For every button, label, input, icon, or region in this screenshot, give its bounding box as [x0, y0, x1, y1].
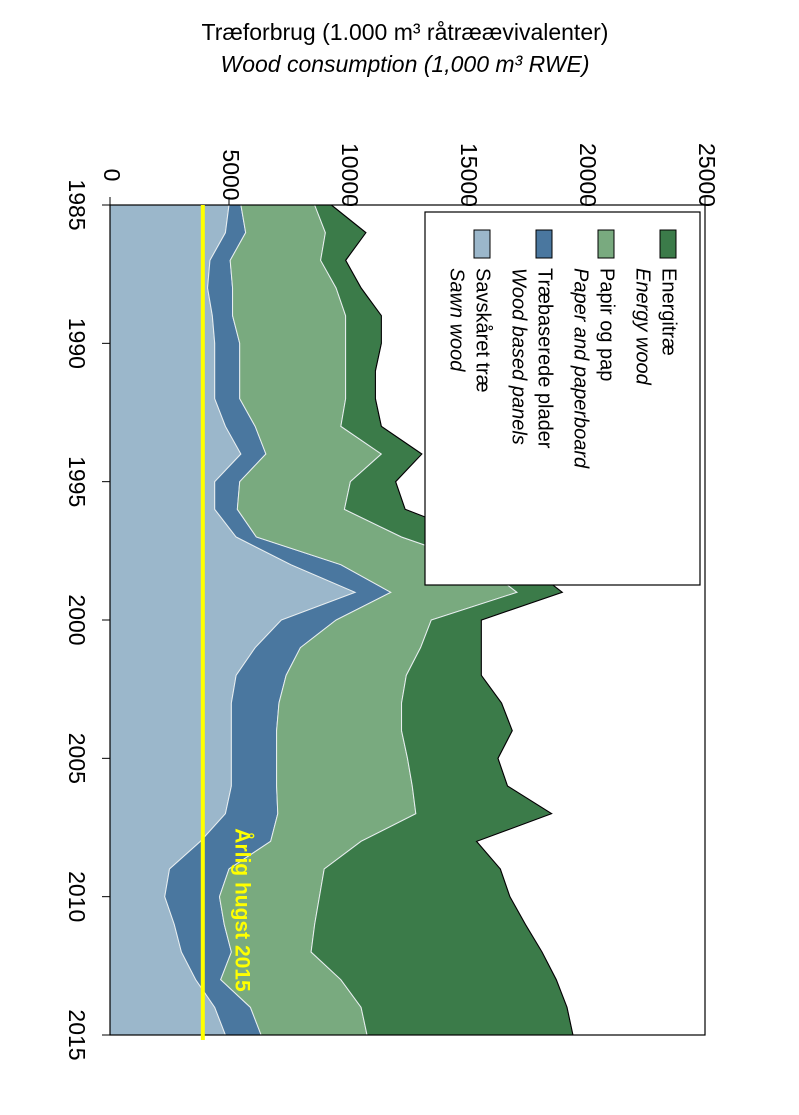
x-tick-label: 1990 — [64, 318, 90, 369]
chart-title: Træforbrug (1.000 m³ råtræævivalenter) — [202, 19, 609, 45]
legend-label: Træbaserede plader — [534, 268, 556, 449]
y-tick-label: 10000 — [337, 143, 363, 207]
legend-label-en: Sawn wood — [446, 268, 468, 372]
legend-box — [424, 211, 701, 586]
y-tick-label: 15000 — [456, 143, 482, 207]
legend-swatch — [473, 229, 491, 259]
legend-swatch — [597, 229, 615, 259]
legend-label-en: Energy wood — [632, 268, 654, 386]
reference-label: Årlig hugst 2015 — [230, 828, 254, 992]
legend-swatch — [659, 229, 677, 259]
y-tick-label: 5000 — [218, 149, 244, 200]
y-tick-label: 25000 — [694, 143, 720, 207]
legend-label: Energitræ — [658, 268, 680, 356]
chart-subtitle: Wood consumption (1,000 m³ RWE) — [221, 51, 590, 77]
area-outline — [330, 204, 574, 1036]
legend-label-en: Paper and paperboard — [570, 268, 592, 469]
x-tick-label: 1995 — [64, 456, 90, 507]
legend-label: Papir og pap — [596, 268, 618, 381]
y-tick-label: 0 — [99, 169, 125, 182]
x-tick-label: 1985 — [64, 179, 90, 230]
x-tick-label: 2010 — [64, 871, 90, 922]
legend-label: Savskåret træ — [472, 268, 494, 392]
legend-label-en: Wood based panels — [508, 268, 530, 445]
x-tick-label: 2015 — [64, 1009, 90, 1060]
legend-swatch — [535, 229, 553, 259]
x-tick-label: 2000 — [64, 594, 90, 645]
x-tick-label: 2005 — [64, 733, 90, 784]
y-tick-label: 20000 — [575, 143, 601, 207]
